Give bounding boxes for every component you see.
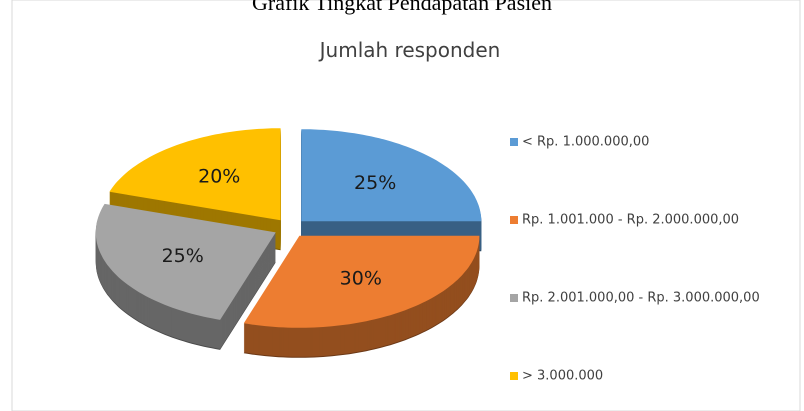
slice xyxy=(243,235,480,328)
data-label: 20% xyxy=(198,166,240,188)
legend-swatch xyxy=(510,138,518,146)
chart-border xyxy=(11,0,801,411)
slice xyxy=(301,129,482,222)
slice xyxy=(109,128,281,221)
legend-label: Rp. 1.001.000 - Rp. 2.000.000,00 xyxy=(522,213,739,228)
data-label: 30% xyxy=(340,267,382,289)
slice xyxy=(95,203,276,320)
caption: Grafik Tingkat Pendapatan Pasien xyxy=(252,0,552,15)
chart-title: Jumlah responden xyxy=(318,38,501,62)
data-label: 25% xyxy=(354,172,396,194)
data-label: 25% xyxy=(162,245,204,267)
legend-swatch xyxy=(510,372,518,380)
legend-label: < Rp. 1.000.000,00 xyxy=(522,135,649,150)
legend-label: > 3.000.000 xyxy=(522,369,603,384)
legend-label: Rp. 2.001.000,00 - Rp. 3.000.000,00 xyxy=(522,291,760,306)
legend-swatch xyxy=(510,216,518,224)
legend-swatch xyxy=(510,294,518,302)
